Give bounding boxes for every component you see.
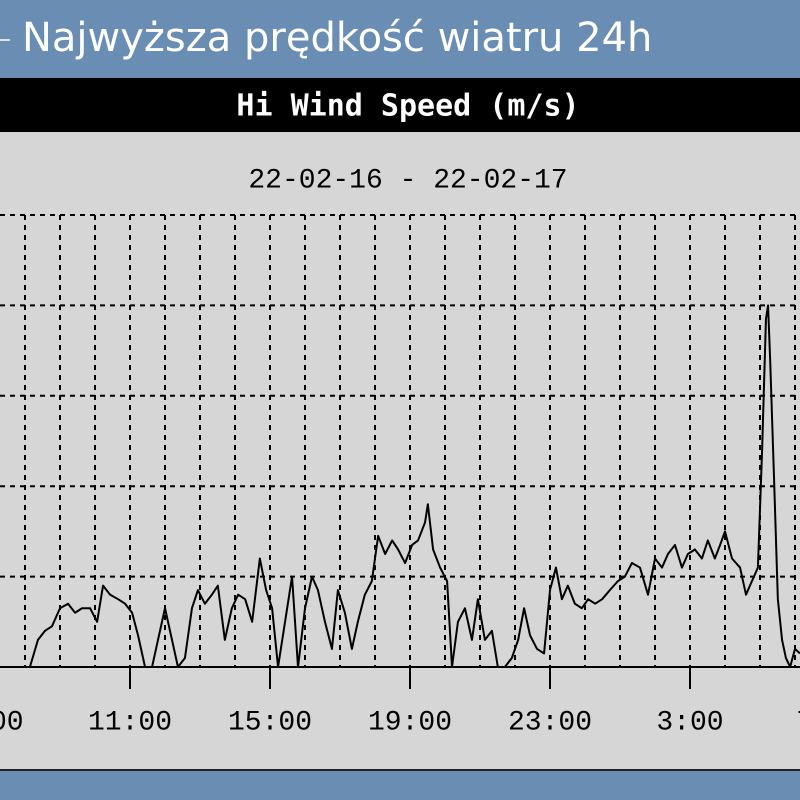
x-tick-label: 7:00	[796, 707, 800, 738]
page-title: Najwyższa prędkość wiatru 24h	[22, 15, 652, 61]
title-bar	[0, 78, 800, 132]
x-tick-label: 23:00	[508, 707, 592, 738]
chart-panel	[0, 78, 800, 770]
chart-subtitle: 22-02-16 - 22-02-17	[248, 165, 567, 196]
x-tick-label: 11:00	[88, 707, 172, 738]
x-tick-label: 15:00	[228, 707, 312, 738]
chart-title: Hi Wind Speed (m/s)	[236, 89, 579, 124]
x-tick-label: 3:00	[656, 707, 723, 738]
data-line	[28, 304, 800, 668]
x-tick-label: 7:00	[0, 707, 24, 738]
x-tick-label: 19:00	[368, 707, 452, 738]
